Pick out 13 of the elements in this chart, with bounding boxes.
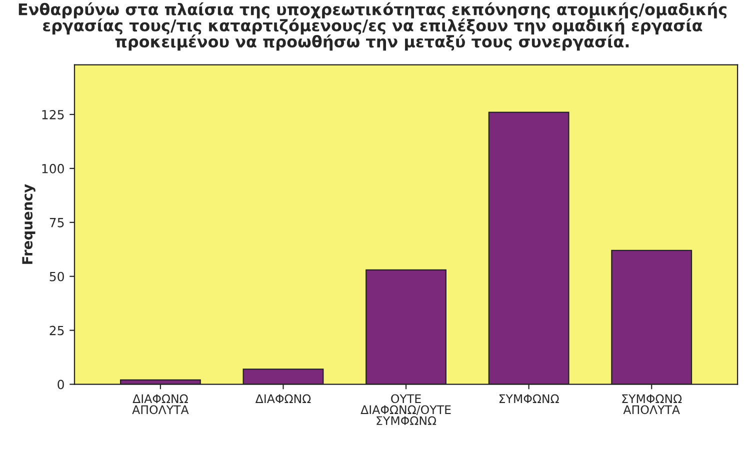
x-tick-label: ΟΥΤΕ ΔΙΑΦΩΝΩ/ΟΥΤΕ ΣΥΜΦΩΝΩ: [360, 394, 451, 425]
x-tick-label: ΣΥΜΦΩΝΩ ΑΠΟΛΥΤΑ: [622, 394, 682, 414]
x-tick-label: ΔΙΑΦΩΝΩ: [255, 394, 311, 403]
y-tick-label: 50: [50, 272, 64, 282]
y-tick-label: 75: [50, 218, 64, 228]
y-tick-label: 100: [42, 164, 64, 174]
y-tick-label: 0: [58, 380, 64, 390]
y-axis-title: Frequency: [22, 184, 36, 264]
x-tick-label: ΣΥΜΦΩΝΩ: [499, 394, 559, 403]
y-tick-label: 25: [50, 326, 64, 336]
y-tick-label: 125: [42, 110, 64, 120]
x-tick-label: ΔΙΑΦΩΝΩ ΑΠΟΛΥΤΑ: [132, 394, 189, 414]
chart-title: Ενθαρρύνω στα πλαίσια της υποχρεωτικότητας εκπόνησης ατομικής/ομαδικής εργασίας τους/τις καταρτιζόμενους/ες να επιλέξουν την ομαδική εργασία προκειμένου να προωθήσω την μεταξύ τους συνεργασία.: [18, 2, 727, 51]
